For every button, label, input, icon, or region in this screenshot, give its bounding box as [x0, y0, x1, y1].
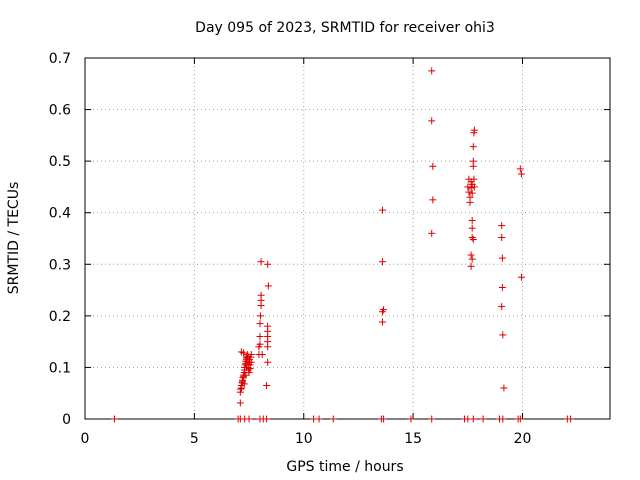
data-point [245, 415, 253, 423]
y-tick-label: 0.2 [49, 309, 71, 325]
data-point [468, 224, 476, 232]
data-point [468, 255, 476, 263]
x-axis-label: GPS time / hours [286, 459, 403, 475]
x-tick-label: 15 [404, 431, 422, 447]
data-point [256, 340, 264, 348]
data-point [263, 381, 271, 389]
data-point [499, 331, 507, 339]
data-point [469, 143, 477, 151]
x-tick-label: 10 [295, 431, 313, 447]
data-point [264, 322, 272, 330]
data-points [111, 67, 575, 423]
data-point [517, 273, 525, 281]
data-point [479, 415, 487, 423]
data-point [516, 165, 524, 173]
data-point [379, 318, 386, 326]
data-point [244, 361, 252, 369]
tick-labels: 0 5 10 15 20 0 0.1 0.2 0.3 0.4 0.5 0.6 0.7 [49, 51, 532, 447]
data-point [428, 415, 436, 423]
x-tick-label: 5 [190, 431, 199, 447]
data-point [236, 399, 244, 407]
data-point [567, 415, 575, 423]
data-point [379, 258, 386, 266]
data-point [465, 188, 473, 196]
data-point [257, 258, 265, 266]
data-point [246, 364, 254, 372]
data-point [517, 170, 525, 178]
y-tick-label: 0.6 [49, 103, 71, 119]
x-tick-label: 0 [81, 431, 90, 447]
data-point [500, 384, 508, 392]
data-point [429, 162, 437, 170]
data-point [428, 67, 436, 75]
data-point [380, 306, 388, 314]
data-point [464, 183, 472, 191]
data-point [257, 291, 265, 299]
data-point [499, 415, 507, 423]
data-point [379, 206, 386, 214]
data-point [329, 415, 337, 423]
x-tick-label: 20 [514, 431, 532, 447]
data-point [258, 351, 266, 359]
grid-lines [85, 58, 610, 419]
data-point [468, 216, 476, 224]
data-point [469, 236, 477, 244]
data-point [407, 415, 415, 423]
data-point [468, 189, 476, 197]
data-point [467, 262, 475, 270]
data-point [240, 380, 248, 388]
data-point [264, 282, 272, 290]
data-point [470, 126, 478, 134]
data-point [498, 233, 506, 241]
data-point [498, 303, 506, 311]
data-point [467, 184, 475, 192]
data-point [498, 254, 506, 262]
data-point [469, 157, 477, 165]
data-point [428, 229, 436, 237]
data-point [111, 415, 119, 423]
y-axis-label: SRMTID / TECUs [6, 182, 22, 295]
data-point [428, 117, 436, 125]
data-point [429, 196, 437, 204]
data-point [469, 415, 477, 423]
data-point [315, 415, 323, 423]
data-point [467, 251, 475, 259]
data-point [470, 183, 478, 191]
data-point [237, 385, 245, 393]
y-tick-label: 0.1 [49, 360, 71, 376]
data-point [498, 283, 506, 291]
plot-frame [84, 57, 611, 420]
data-point [244, 352, 252, 360]
data-point [264, 358, 272, 366]
y-tick-label: 0.7 [49, 51, 71, 67]
data-point [240, 349, 248, 357]
y-tick-label: 0.3 [49, 257, 71, 273]
data-point [256, 320, 264, 328]
y-tick-label: 0 [62, 412, 71, 428]
data-point [470, 175, 478, 183]
data-point [380, 415, 388, 423]
chart-title: Day 095 of 2023, SRMTID for receiver ohi… [195, 20, 495, 36]
data-point [256, 312, 264, 320]
data-point [264, 260, 272, 268]
data-point [242, 371, 250, 379]
data-point [247, 351, 255, 359]
data-point [516, 415, 524, 423]
data-point [256, 332, 264, 340]
data-point [263, 415, 271, 423]
data-point [498, 222, 506, 230]
y-tick-label: 0.4 [49, 206, 71, 222]
data-point [242, 357, 250, 365]
y-tick-label: 0.5 [49, 154, 71, 170]
data-point [466, 198, 474, 206]
